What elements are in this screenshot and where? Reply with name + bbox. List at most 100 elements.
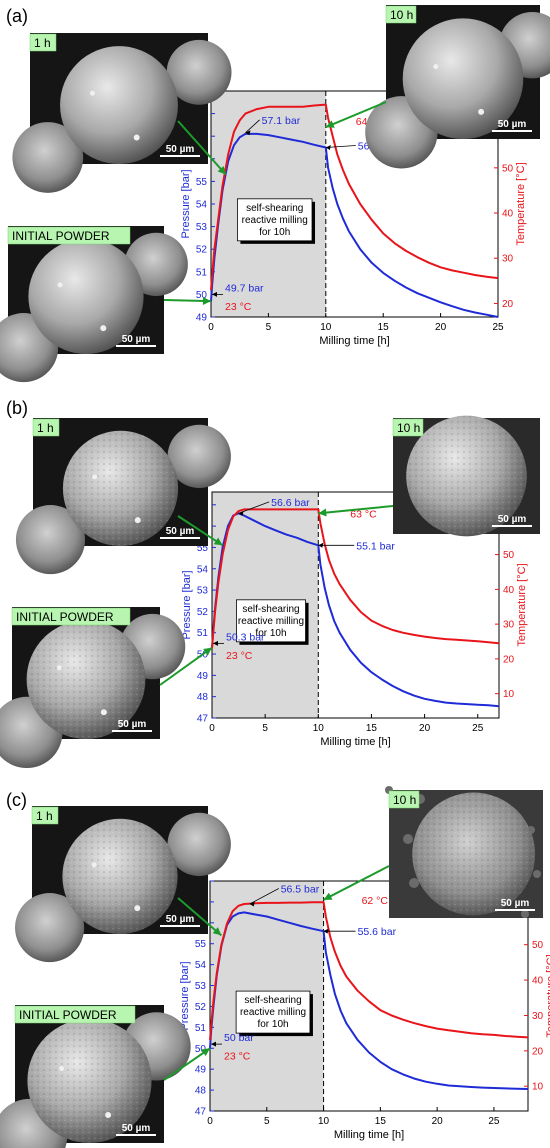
small-particle xyxy=(409,878,419,888)
shade-label-box xyxy=(235,990,311,1034)
panel-a: (a)4950515253545556575859203040506005101… xyxy=(0,5,550,383)
background-sphere xyxy=(15,893,85,963)
y-right-tick-label: 50 xyxy=(502,163,514,174)
sem-inset-image: INITIAL POWDER 50 µm xyxy=(0,1005,191,1148)
annotation-arrowhead xyxy=(245,130,251,136)
y-left-tick-label: 50 xyxy=(195,1044,207,1055)
inset-pointer-arrowhead xyxy=(203,647,212,656)
y-right-tick-label: 10 xyxy=(503,689,515,700)
scale-bar-label: 50 µm xyxy=(122,334,151,345)
data-annotation: 23 °C xyxy=(226,650,253,662)
y-right-tick-label: 20 xyxy=(502,299,514,310)
y-left-tick-label: 53 xyxy=(195,981,207,992)
data-annotation: 55.6 bar xyxy=(358,926,397,938)
x-tick-label: 10 xyxy=(320,322,332,333)
y-right-tick-label: 40 xyxy=(532,976,544,987)
scale-bar-label: 50 µm xyxy=(498,514,527,525)
data-annotation: 55.1 bar xyxy=(356,540,395,552)
y-right-tick-label: 50 xyxy=(503,550,515,561)
y-left-tick-label: 51 xyxy=(195,1023,207,1034)
sphere-texture xyxy=(406,415,527,537)
x-tick-label: 20 xyxy=(435,322,447,333)
data-annotation: 56.5 bar xyxy=(281,884,320,896)
y-left-tick-label: 52 xyxy=(195,1002,207,1013)
panel-label: (b) xyxy=(6,398,28,418)
inset-label-tag xyxy=(14,1005,136,1024)
y-left-tick-label: 49 xyxy=(196,313,208,324)
x-tick-label: 15 xyxy=(378,322,390,333)
surface-particle xyxy=(100,709,107,716)
temperature-series-line xyxy=(209,901,529,1041)
inset-pointer-arrowhead xyxy=(325,120,335,128)
panel-label: (a) xyxy=(6,6,28,26)
x-tick-label: 20 xyxy=(432,1116,444,1127)
x-tick-label: 0 xyxy=(208,322,214,333)
x-tick-label: 5 xyxy=(262,723,268,734)
panel-b: (b)4748495051525354555657102030405005101… xyxy=(0,398,540,769)
inset-pointer-arrowhead xyxy=(201,1048,210,1057)
y-right-tick-label: 40 xyxy=(502,209,514,220)
sem-inset-image: INITIAL POWDER 50 µm xyxy=(0,607,186,769)
shade-label-line: self-shearing xyxy=(244,995,301,1006)
y-left-axis-label: Pressure [bar] xyxy=(181,570,193,639)
powder-sphere xyxy=(28,238,144,354)
sphere-texture xyxy=(62,818,178,935)
shade-label-line: for 10h xyxy=(257,1019,288,1030)
x-tick-label: 10 xyxy=(313,723,325,734)
scale-bar-label: 50 µm xyxy=(501,898,530,909)
background-sphere xyxy=(167,812,231,877)
sem-inset-image: 10 h 50 µm xyxy=(392,415,540,537)
temperature-series-line xyxy=(211,508,500,649)
data-annotation: 56.6 bar xyxy=(271,497,310,509)
surface-particle xyxy=(478,108,485,115)
surface-particle xyxy=(134,905,141,912)
y-right-tick-label: 20 xyxy=(503,654,515,665)
inset-pointer-line xyxy=(159,646,213,686)
inset-label-tag xyxy=(32,418,60,437)
y-left-tick-label: 51 xyxy=(196,267,208,278)
y-left-tick-label: 52 xyxy=(197,607,209,618)
data-annotation: 49.7 bar xyxy=(225,282,264,294)
sphere-texture xyxy=(62,430,179,546)
y-right-tick-label: 30 xyxy=(502,254,514,265)
panel-c: (c)4748495051525354555657581020304050051… xyxy=(0,786,550,1148)
inset-pointer-arrowhead xyxy=(212,927,222,936)
y-right-axis-label: Temperature [°C] xyxy=(545,954,550,1037)
shade-label-line: reactive milling xyxy=(240,1007,306,1018)
y-left-tick-label: 47 xyxy=(195,1107,207,1118)
annotation-arrowhead xyxy=(325,145,331,150)
inset-label-tag xyxy=(388,790,420,809)
y-left-tick-label: 49 xyxy=(197,671,209,682)
shade-label-line: for 10h xyxy=(255,628,286,639)
y-left-tick-label: 55 xyxy=(196,177,208,188)
surface-particle xyxy=(89,90,95,96)
surface-particle xyxy=(133,134,140,141)
annotation-arrowhead xyxy=(213,640,218,646)
sem-inset-image: 1 h 50 µm xyxy=(12,33,232,193)
scale-bar-label: 50 µm xyxy=(118,719,147,730)
y-left-tick-label: 47 xyxy=(197,714,209,725)
sem-inset-image: 1 h 50 µm xyxy=(15,418,231,575)
surface-particle xyxy=(56,665,62,671)
inset-pointer-arrowhead xyxy=(217,165,226,175)
shade-label-line: self-shearing xyxy=(246,203,303,214)
y-left-tick-label: 50 xyxy=(196,290,208,301)
x-axis-label: Milling time [h] xyxy=(319,335,389,347)
scale-bar-label: 50 µm xyxy=(166,526,195,537)
inset-pointer-line xyxy=(323,865,390,901)
scale-bar-label: 50 µm xyxy=(166,914,195,925)
background-sphere xyxy=(166,39,232,105)
annotation-arrow xyxy=(325,145,356,148)
y-left-axis-label: Pressure [bar] xyxy=(179,961,191,1030)
data-annotation: 23 °C xyxy=(225,301,252,313)
inset-pointer-line xyxy=(163,1047,211,1081)
surface-particle xyxy=(433,64,439,70)
y-left-tick-label: 53 xyxy=(197,586,209,597)
inset-pointer-line xyxy=(177,897,223,937)
inset-label: 10 h xyxy=(390,8,413,22)
surface-particle xyxy=(91,862,97,868)
sem-inset-image: 1 h 50 µm xyxy=(15,806,231,963)
surface-particle xyxy=(100,325,107,332)
data-annotation: 23 °C xyxy=(224,1050,251,1062)
inset-pointer-line xyxy=(177,515,224,547)
